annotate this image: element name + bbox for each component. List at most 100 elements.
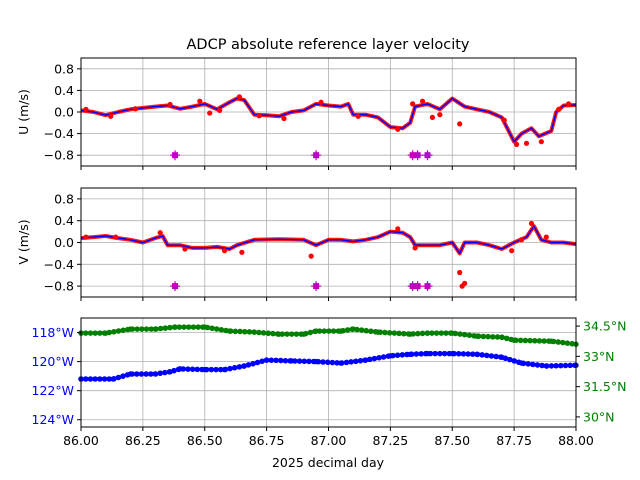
y2-tick-label-3: 30°N [583,409,615,424]
lon-point-7 [221,366,228,373]
flag-cross-0-4 [422,150,433,161]
data-point-1-12 [509,248,515,254]
lat-point-17 [474,333,480,339]
y2-tick-label-0: 34.5°N [583,319,626,334]
y-tick-label-1-2: 0.0 [54,235,74,250]
lat-point-12 [350,326,356,332]
data-point-0-20 [523,140,530,146]
x-tick-label-2: 86.50 [187,433,223,448]
flag-cross-0-1 [311,150,322,161]
lon-point-10 [288,358,295,364]
lon-point-12 [338,360,344,366]
data-point-0-1 [108,113,114,119]
lat-point-2 [127,326,134,332]
lat-point-3 [152,326,158,332]
x-tick-label-6: 87.50 [434,433,470,448]
lat-track [78,324,579,347]
lon-point-17 [449,350,455,357]
data-point-0-11 [355,113,361,119]
y-tick-label-0-3: −0.4 [44,126,74,141]
lon-point-13 [362,357,369,363]
lon-point-14 [387,353,394,359]
flag-cross-0-0 [170,150,181,161]
y-tick-label-0-4: −0.8 [44,148,74,163]
lat-point-5 [202,324,208,330]
panel-v: V (m/s) 0.8 0.4 0.0 −0.4 −0.8 [16,187,577,301]
y-tick-label-2-0: 118°W [32,325,74,340]
lat-point-13 [375,329,381,335]
data-point-0-13 [410,101,416,107]
data-point-0-6 [217,107,223,113]
y2-tick-label-2: 31.5°N [583,379,626,394]
lat-point-4 [172,324,178,330]
panel-u: U (m/s) 0.8 0.4 0.0 −0.4 −0.8 [16,57,577,170]
x-tick-label-8: 88.00 [558,433,594,448]
data-point-1-14 [528,220,535,227]
y-tick-label-0-0: 0.8 [54,61,74,76]
y-tick-label-1-0: 0.8 [54,191,74,206]
data-point-1-6 [308,253,314,259]
lon-point-9 [263,357,270,363]
lon-point-8 [241,363,248,369]
data-point-0-17 [457,121,463,127]
flag-cross-1-0 [170,281,181,292]
y-tick-label-2-1: 120°W [32,354,74,369]
x-tick-label-7: 87.75 [496,433,532,448]
data-point-0-4 [197,98,203,104]
y-axis-label-v: V (m/s) [16,219,31,264]
lat-point-18 [499,334,505,340]
y-tick-label-0-2: 0.0 [54,105,74,120]
y-tick-label-2-3: 124°W [32,412,74,427]
data-point-0-21 [538,139,544,145]
lon-point-20 [518,360,525,366]
y-axis-label-u: U (m/s) [16,89,31,135]
x-axis-label: 2025 decimal day [272,455,385,470]
lon-point-6 [202,366,208,373]
x-tick-label-5: 87.25 [372,433,408,448]
lat-point-14 [407,331,413,337]
data-point-0-10 [318,99,324,105]
x-tick-label-1: 86.25 [125,433,161,448]
data-point-0-14 [419,98,426,104]
x-tick-label-4: 87.00 [311,433,347,448]
data-point-1-4 [221,248,228,254]
lat-point-10 [313,328,319,334]
flag-cross-1-1 [311,281,322,292]
data-point-0-0 [83,106,89,112]
lon-point-3 [152,371,158,377]
lon-point-2 [127,371,134,377]
lat-point-9 [301,331,307,337]
data-point-0-8 [256,113,262,119]
y-tick-label-1-3: −0.4 [44,257,74,272]
data-point-0-23 [565,101,572,107]
lon-point-1 [110,376,116,382]
data-point-1-1 [113,234,119,240]
lon-point-21 [543,363,549,369]
data-point-1-3 [182,246,188,252]
lon-point-16 [424,350,431,357]
lat-point-16 [449,330,455,336]
flag-cross-0-3 [412,150,423,161]
chart-title: ADCP absolute reference layer velocity [186,37,469,53]
flag-cross-1-3 [412,281,423,292]
data-point-0-15 [429,114,436,120]
data-point-1-15 [543,234,549,240]
x-tick-label-3: 86.75 [249,433,285,448]
data-point-1-7 [395,226,401,232]
data-point-0-16 [437,112,443,118]
data-point-0-19 [514,141,520,147]
smoothed-line-1 [80,225,577,255]
y-tick-label-2-2: 122°W [32,383,74,398]
data-point-1-5 [239,249,245,255]
data-point-0-22 [556,106,562,112]
lon-point-15 [407,351,413,358]
panel-position: 86.00 86.25 86.50 86.75 87.00 87.25 87.50 87.75… [32,317,626,448]
data-point-1-11 [462,280,468,286]
lat-point-11 [338,328,344,334]
data-point-1-13 [518,237,525,243]
lon-point-4 [167,369,173,375]
lat-point-1 [103,330,109,336]
data-point-0-18 [501,117,507,123]
